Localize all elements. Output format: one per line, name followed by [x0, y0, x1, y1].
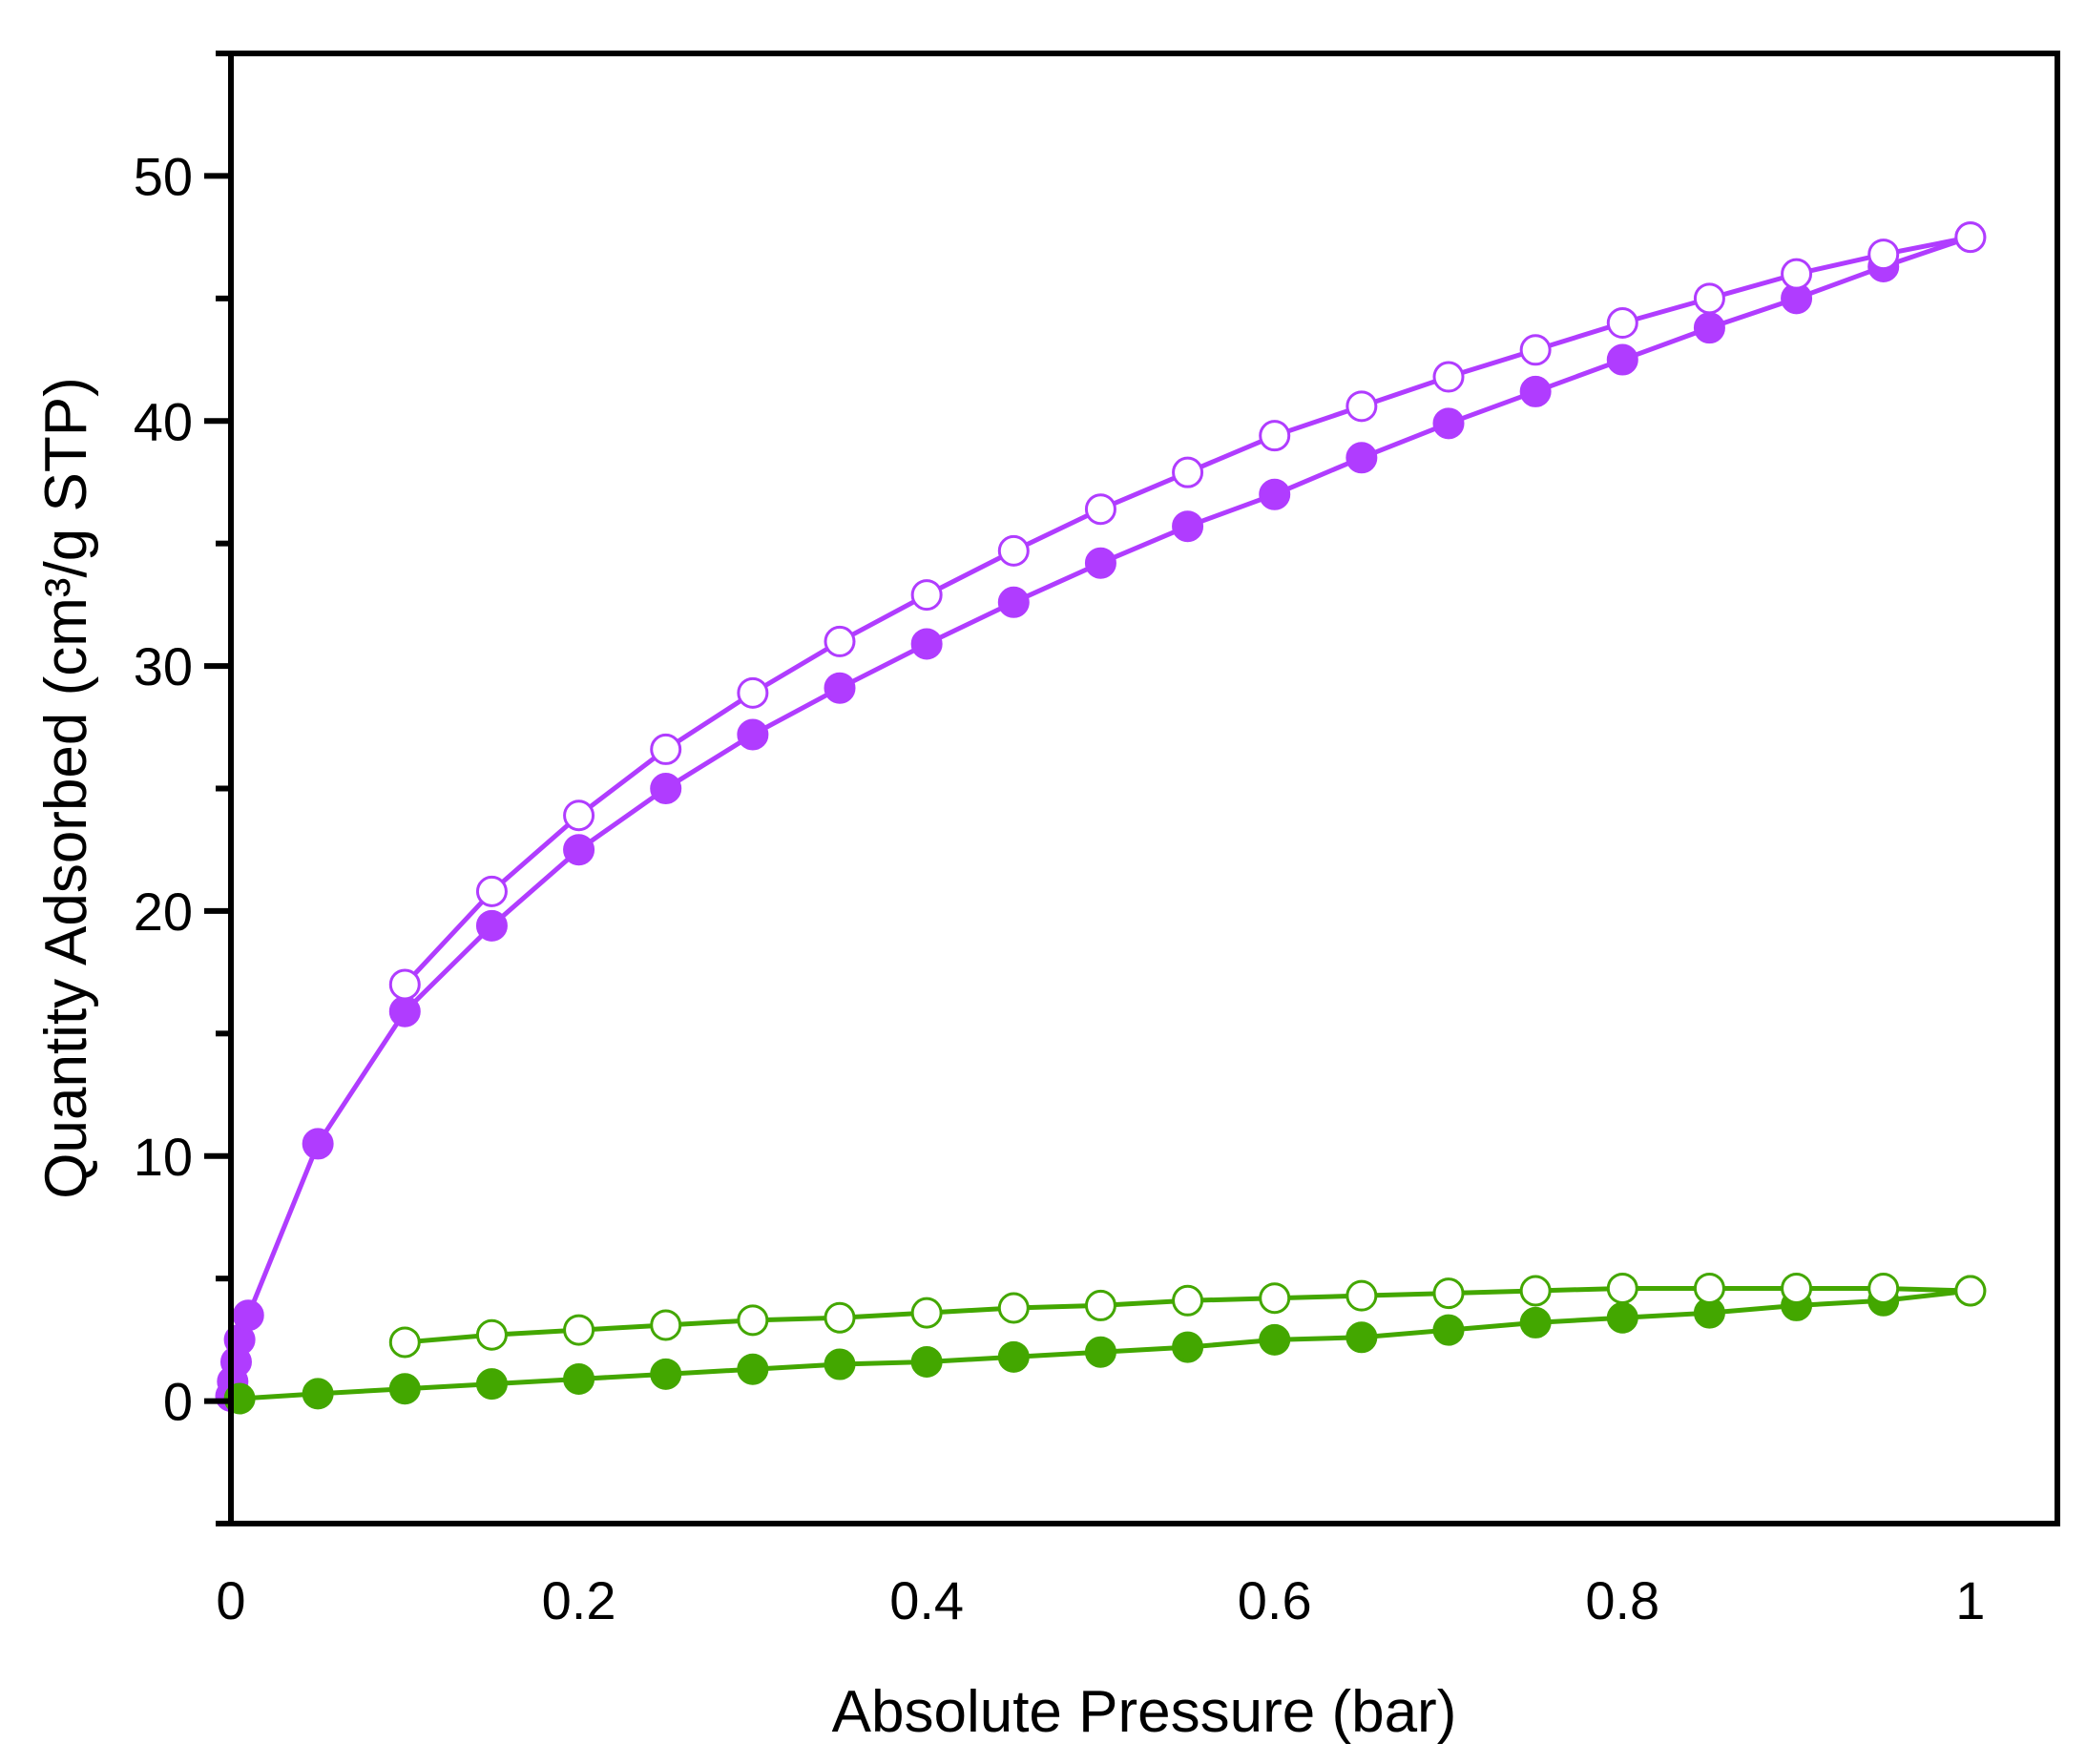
data-point — [475, 875, 508, 907]
data-point — [650, 773, 682, 804]
data-point — [1519, 375, 1552, 407]
data-point — [737, 1353, 769, 1385]
data-point — [388, 1373, 421, 1405]
data-point — [1606, 307, 1638, 340]
data-point — [1954, 221, 1987, 254]
y-tick-label: 10 — [134, 1127, 193, 1187]
series-layer — [215, 221, 1987, 1415]
y-tick-label: 50 — [134, 146, 193, 206]
data-point — [997, 534, 1030, 567]
data-point — [388, 1326, 421, 1359]
data-point — [1345, 1279, 1378, 1312]
data-point — [475, 1318, 508, 1351]
data-point — [1259, 478, 1291, 510]
data-point — [1432, 407, 1465, 440]
data-point — [910, 1297, 943, 1329]
data-point — [1259, 420, 1291, 452]
x-tick-label: 0.4 — [889, 1570, 964, 1630]
data-point — [475, 1368, 508, 1401]
data-point — [232, 1299, 264, 1332]
data-point — [824, 1348, 856, 1380]
data-point — [1345, 390, 1378, 423]
data-point — [1172, 510, 1204, 543]
data-point — [1606, 1301, 1638, 1334]
data-point — [1693, 1272, 1725, 1304]
x-tick-label: 1 — [1955, 1570, 1985, 1630]
data-point — [1345, 1321, 1378, 1354]
data-point — [1259, 1323, 1291, 1356]
data-point — [563, 1362, 595, 1395]
data-point — [1606, 1272, 1638, 1304]
data-point — [824, 1301, 856, 1334]
data-point — [1172, 1284, 1204, 1317]
data-point — [997, 586, 1030, 618]
data-point — [1693, 282, 1725, 315]
data-point — [1954, 1275, 1987, 1307]
data-point — [1172, 456, 1204, 488]
data-point — [1084, 1289, 1116, 1321]
data-point — [475, 909, 508, 942]
data-point — [1781, 1272, 1813, 1304]
data-point — [302, 1128, 334, 1160]
data-point — [1519, 334, 1552, 366]
data-point — [1519, 1275, 1552, 1307]
data-point — [1259, 1282, 1291, 1315]
data-point — [1867, 1272, 1900, 1304]
data-point — [388, 968, 421, 1001]
data-point — [650, 1309, 682, 1341]
series-3 — [388, 1272, 1987, 1359]
data-point — [563, 1314, 595, 1346]
series-line — [228, 235, 1971, 1397]
data-point — [737, 676, 769, 709]
x-tick-label: 0.6 — [1238, 1570, 1312, 1630]
x-tick-label: 0.2 — [542, 1570, 616, 1630]
data-point — [1432, 1277, 1465, 1310]
data-point — [1084, 1336, 1116, 1368]
data-point — [302, 1378, 334, 1410]
data-point — [650, 1358, 682, 1390]
data-point — [997, 1340, 1030, 1373]
data-point — [824, 625, 856, 657]
series-1 — [388, 221, 1987, 1001]
data-point — [1693, 312, 1725, 344]
x-axis-title: Absolute Pressure (bar) — [832, 1679, 1457, 1745]
data-point — [1084, 493, 1116, 526]
data-point — [388, 995, 421, 1027]
x-tick-label: 0.8 — [1585, 1570, 1659, 1630]
data-point — [910, 579, 943, 612]
data-point — [824, 672, 856, 704]
data-point — [737, 1304, 769, 1337]
data-point — [563, 834, 595, 866]
data-point — [1781, 258, 1813, 290]
y-axis-title: Quantity Adsorbed (cm³/g STP) — [33, 377, 99, 1198]
y-tick-label: 30 — [134, 636, 193, 696]
x-tick-label: 0 — [216, 1570, 245, 1630]
data-point — [1867, 239, 1900, 271]
data-point — [1172, 1331, 1204, 1363]
data-point — [650, 733, 682, 765]
data-point — [910, 628, 943, 660]
data-point — [1432, 361, 1465, 393]
series-0 — [215, 221, 1987, 1412]
axis-layer: 0 10 20 30 40 50 0 0.2 0.4 0.6 0.8 1 — [134, 51, 1985, 1630]
data-point — [1519, 1306, 1552, 1339]
data-point — [1432, 1314, 1465, 1346]
data-point — [997, 1292, 1030, 1324]
data-point — [563, 799, 595, 832]
data-point — [737, 718, 769, 751]
data-point — [910, 1345, 943, 1378]
series-line — [403, 235, 1971, 986]
data-point — [1084, 547, 1116, 579]
y-tick-label: 0 — [163, 1372, 193, 1432]
y-tick-label: 40 — [134, 391, 193, 451]
y-tick-label: 20 — [134, 882, 193, 942]
data-point — [1606, 343, 1638, 376]
data-point — [1345, 442, 1378, 474]
